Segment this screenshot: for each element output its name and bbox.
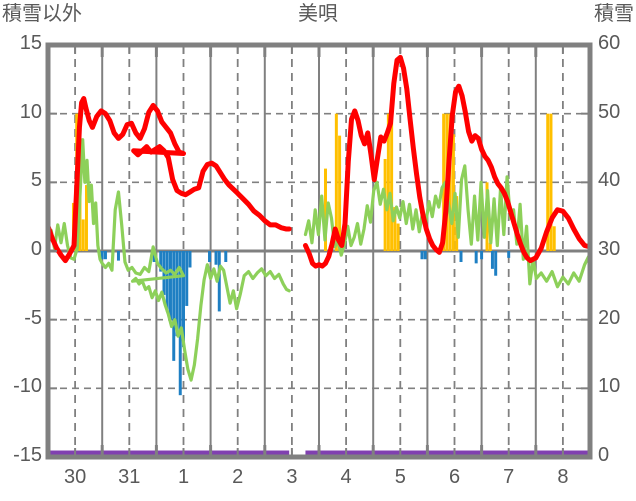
right-axis-tick: 40 (598, 169, 621, 192)
x-axis-tick: 8 (557, 466, 569, 488)
left-axis-tick: -10 (13, 375, 42, 398)
left-axis-caption: 積雪以外 (2, 3, 82, 25)
x-axis-tick: 2 (232, 466, 244, 488)
right-axis-tick: 60 (598, 32, 621, 54)
line-series-group (45, 54, 593, 382)
x-axis-tick: 6 (448, 466, 461, 488)
right-axis-caption: 積雪 (594, 3, 634, 25)
right-axis-tick: 0 (598, 444, 610, 466)
axis-ticks (46, 45, 592, 457)
x-axis-tick: 1 (177, 466, 190, 488)
left-axis-tick: 10 (19, 100, 42, 123)
x-axis-tick: 30 (63, 466, 87, 488)
x-axis-tick: 4 (340, 466, 352, 488)
x-axis-tick: 3 (286, 466, 298, 488)
left-axis-tick: 0 (30, 238, 42, 260)
left-axis-tick: -15 (13, 444, 42, 466)
x-axis-tick: 7 (503, 466, 515, 488)
right-axis-tick: 20 (598, 306, 621, 329)
left-axis-tick: 5 (30, 169, 42, 192)
left-axis-tick: 15 (19, 32, 42, 54)
right-axis-tick: 50 (598, 100, 621, 123)
right-axis-tick: 10 (598, 375, 621, 398)
page-title: 美唄 (298, 3, 338, 25)
left-axis-tick: -5 (24, 306, 42, 329)
x-axis-tick: 31 (118, 466, 141, 488)
x-axis-tick: 5 (394, 466, 406, 488)
right-axis-tick: 30 (598, 238, 621, 260)
